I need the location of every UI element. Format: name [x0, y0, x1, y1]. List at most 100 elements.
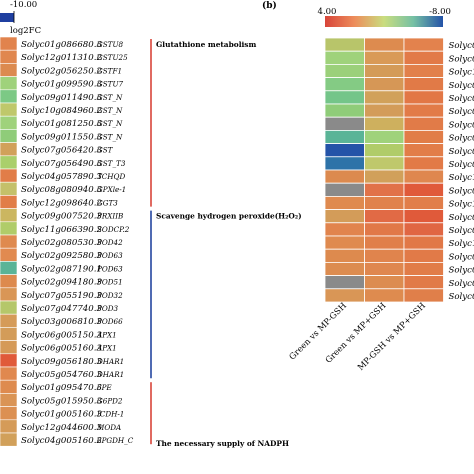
panel-b-cell [364, 156, 405, 171]
panel-b-colorbar-min-label: -8.00 [429, 7, 451, 17]
panel-b-cell [324, 182, 365, 197]
panel-b-cell [403, 248, 444, 263]
panel-b-gene-label: Solyc06 [449, 266, 474, 276]
panel-a-annotation-label: 6PE [97, 383, 112, 392]
panel-a-gene-label: Solyc02g092580.3 [21, 251, 102, 261]
panel-a-gene-label: Solyc08g080940.3 [21, 185, 102, 195]
panel-b-cell [403, 156, 444, 171]
panel-b-gene-label: Solyc04 [449, 134, 474, 144]
panel-a-cell [0, 221, 18, 236]
panel-b-cell [364, 182, 405, 197]
panel-b-gene-label: Solyc09 [449, 160, 474, 170]
panel-b-gene-label: Solyc03 [449, 279, 474, 289]
panel-a-annotation-label: DHAR1 [96, 370, 124, 379]
panel-b-gene-label: Solyc12 [449, 173, 474, 183]
panel-a-annotation-label: POD63 [96, 251, 123, 260]
panel-b-cell [324, 169, 365, 184]
panel-b-gene-labels: Solyc04 Solyc02 Solyc12 Solyc05 Solyc03 Solyc… [449, 41, 474, 302]
panel-b-cell [364, 37, 405, 52]
panel-b-cell [403, 50, 444, 65]
panel-b-cell [364, 209, 405, 224]
panel-a-annotation-label: GST_N [97, 119, 123, 128]
panel-a-annotation-label: APX1 [96, 344, 117, 353]
panel-a-cell [0, 36, 18, 51]
panel-a-gene-label: Solyc07g056420.3 [21, 146, 102, 156]
panel-a-gene-label: Solyc02g080530.3 [21, 238, 102, 248]
panel-b-cell [364, 64, 405, 79]
panel-a-gene-label: Solyc03g006810.3 [21, 317, 102, 327]
panel-a-gene-label: Solyc07g055190.3 [21, 291, 102, 301]
panel-b-gene-label: Solyc01 [449, 120, 474, 130]
panel-a-cell [0, 102, 18, 117]
panel-b-cell [324, 235, 365, 250]
panel-b-cell [403, 90, 444, 105]
panel-a-gene-label: Solyc02g087190.1 [21, 264, 102, 274]
panel-a-cell [0, 432, 18, 447]
panel-b-cell [403, 77, 444, 92]
panel-a-gene-label: Solyc10g084960.2 [21, 106, 102, 116]
panel-a-annotation-label: POD63 [96, 264, 123, 273]
panel-a-annotation-label: PRXIIB [96, 212, 123, 221]
panel-a-group-label: Glutathione metabolism [156, 40, 256, 49]
panel-b-column-label: MP-GSH vs MP+GSH [355, 300, 427, 372]
panel-b-cell [403, 143, 444, 158]
panel-a-gene-label: Solyc07g056490.3 [21, 159, 102, 169]
panel-a-cell [0, 208, 18, 223]
panel-b-cell [324, 37, 365, 52]
panel-a-gene-labels: Solyc01g086680.3 Solyc12g011310.2 Solyc02g… [21, 40, 102, 446]
panel-a-annotation-label: GSTU7 [97, 80, 124, 89]
panel-b-gene-label: Solyc04 [449, 41, 474, 51]
panel-b-gene-label: Solyc03 [449, 94, 474, 104]
panel-b-cell [324, 129, 365, 144]
panel-b-cell [324, 64, 365, 79]
panel-b-gene-label: Solyc09 [449, 186, 474, 196]
panel-a-cell [0, 353, 18, 368]
panel-a-gene-label: Solyc01g099590.3 [21, 80, 102, 90]
panel-b-cell [364, 288, 405, 303]
panel-a-heatmap: Solyc01g086680.3 Solyc12g011310.2 Solyc02g… [0, 36, 302, 448]
panel-a-annotation-label: POD3 [96, 304, 118, 313]
panel-a-annotation-labels: GSTU8 GSTU25 GSTF1 GSTU7 GST_N GST_N GST_N GST_… [96, 40, 134, 445]
panel-a-annotation-label: MODA [96, 423, 121, 432]
panel-a-cell [0, 63, 18, 77]
panel-a-cell [0, 274, 18, 289]
panel-a-cell [0, 49, 18, 64]
panel-b-cell [324, 222, 365, 237]
panel-a-cell [0, 234, 18, 249]
panel-a-annotation-label: APX1 [96, 330, 117, 339]
panel-b-cell [403, 169, 444, 184]
panel-a-colorbar: -10.00 log2FC [0, 0, 41, 36]
panel-a-annotation-label: POD51 [96, 278, 123, 287]
panel-b-cell [403, 129, 444, 144]
panel-b-heatmap: Solyc04 Solyc02 Solyc12 Solyc05 Solyc03 Solyc… [287, 37, 474, 372]
panel-a-gene-label: Solyc01g005160.3 [21, 410, 102, 420]
panel-a-cell [0, 406, 18, 421]
panel-a-gene-label: Solyc05g015950.3 [21, 396, 102, 406]
panel-a-group-label: Scavenge hydrogen peroxide(H₂O₂) [156, 212, 302, 221]
panel-a-annotation-label: GST_T3 [97, 159, 126, 168]
panel-b-gene-label: Solyc11 [449, 239, 474, 249]
panel-a-group-brackets: Glutathione metabolism Scavenge hydrogen … [150, 39, 302, 448]
panel-a-cell [0, 379, 18, 394]
panel-a-gene-label: Solyc06g005160.3 [21, 344, 102, 354]
panel-a-annotation-label: GST [97, 146, 114, 155]
panel-a-cell [0, 300, 18, 315]
panel-a-gene-label: Solyc11g066390.2 [21, 225, 102, 235]
panel-b-cell [324, 275, 365, 290]
panel-b-cells [324, 37, 444, 303]
panel-a-gene-label: Solyc04g057890.3 [21, 172, 102, 182]
panel-a-gene-label: Solyc09g011490.3 [21, 93, 102, 103]
panel-b-cell [364, 143, 405, 158]
panel-a-colorbar-min-label: -10.00 [10, 0, 37, 10]
panel-a-gene-label: Solyc12g011310.2 [21, 53, 102, 63]
panel-a-cell [0, 393, 18, 407]
panel-a-annotation-label: TCHQD [97, 172, 125, 181]
panel-b-cell [324, 50, 365, 65]
panel-b-cell [364, 90, 405, 105]
panel-b-cell [364, 261, 405, 276]
panel-b-cell [364, 275, 405, 290]
panel-a-cell [0, 76, 18, 91]
panel-a-annotation-label: DHAR1 [96, 357, 124, 366]
